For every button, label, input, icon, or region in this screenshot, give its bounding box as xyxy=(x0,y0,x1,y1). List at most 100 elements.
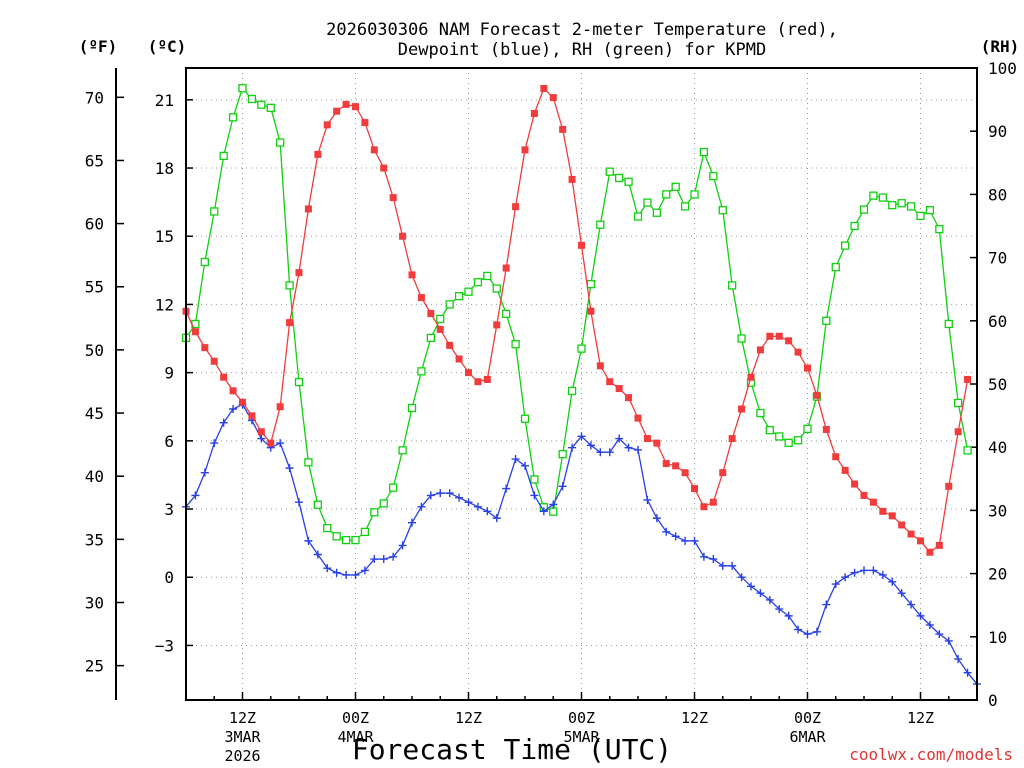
temperature-point xyxy=(521,146,529,154)
dewpoint-point xyxy=(662,527,671,536)
dewpoint-point xyxy=(342,570,351,579)
temperature-point xyxy=(851,480,859,488)
temperature-point xyxy=(756,346,764,354)
dewpoint-point xyxy=(389,552,398,561)
rh-point xyxy=(407,403,417,413)
rh-point xyxy=(728,281,737,290)
celsius-tick-label: 18 xyxy=(155,159,174,178)
temperature-point xyxy=(841,466,849,474)
temperature-point xyxy=(935,541,943,549)
rh-point xyxy=(756,408,765,418)
dewpoint-point xyxy=(775,605,784,614)
temperature-point xyxy=(898,521,906,529)
temperature-point xyxy=(399,232,407,240)
rh-point xyxy=(492,284,501,293)
dewpoint-point xyxy=(577,432,586,441)
dewpoint-point xyxy=(473,502,482,511)
dewpoint-point xyxy=(295,498,303,507)
time-tick-label: 12Z xyxy=(907,709,934,727)
dewpoint-point xyxy=(219,418,228,427)
rh-point xyxy=(247,94,257,104)
temperature-point xyxy=(465,369,472,377)
dewpoint-point xyxy=(549,500,558,509)
temperature-point xyxy=(888,512,896,520)
rh-point xyxy=(624,177,633,186)
dewpoint-point xyxy=(200,468,209,477)
dewpoint-point xyxy=(492,514,501,523)
temperature-point xyxy=(653,439,661,447)
temperature-point xyxy=(917,537,924,545)
time-tick-year: 2026 xyxy=(224,747,260,765)
dewpoint-point xyxy=(643,495,652,504)
temperature-point xyxy=(681,469,689,477)
temperature-point xyxy=(606,378,614,386)
time-tick-label: 00Z xyxy=(568,709,595,727)
rh-point xyxy=(219,151,228,160)
rh-point xyxy=(925,206,935,215)
rh-point xyxy=(454,292,464,301)
dewpoint-point xyxy=(605,448,614,457)
temperature-point xyxy=(926,548,934,556)
rh-tick-label: 100 xyxy=(988,59,1017,78)
temperature-point xyxy=(276,403,284,411)
fahrenheit-axis: 70 65 60 55 50 45 40 35 30 25 xyxy=(85,68,124,700)
dewpoint-point xyxy=(483,507,492,516)
dewpoint-point xyxy=(191,491,200,500)
rh-point xyxy=(360,527,370,537)
dewpoint-point xyxy=(860,566,868,575)
dewpoint-point xyxy=(850,568,859,577)
grid-lines xyxy=(186,68,977,700)
rh-point xyxy=(906,202,916,211)
temperature-point xyxy=(794,348,802,356)
time-tick-label: 12Z xyxy=(681,709,708,727)
credit-text: coolwx.com/models xyxy=(849,745,1013,764)
dewpoint-line xyxy=(185,403,978,685)
fahrenheit-tick-label: 65 xyxy=(85,151,104,170)
dewpoint-point xyxy=(765,595,774,604)
temperature-point xyxy=(295,269,303,277)
temperature-point xyxy=(596,362,604,370)
rh-point xyxy=(841,241,850,250)
dewpoint-point xyxy=(624,443,633,452)
rh-point xyxy=(577,344,586,353)
dewpoint-point xyxy=(539,507,548,516)
temperature-point xyxy=(832,453,840,461)
rh-point xyxy=(709,171,718,181)
dewpoint-point xyxy=(229,405,238,414)
temperature-point xyxy=(540,84,548,92)
time-tick-label: 12Z xyxy=(455,709,482,727)
temperature-point xyxy=(220,373,228,381)
rh-tick-label: 60 xyxy=(988,312,1007,331)
temperature-point xyxy=(229,387,237,395)
temperature-point xyxy=(446,341,454,349)
rh-point xyxy=(803,424,812,434)
rh-point xyxy=(294,377,304,387)
temperature-point xyxy=(257,428,265,436)
temperature-point xyxy=(352,103,359,111)
temperature-point xyxy=(436,325,444,333)
time-tick-label: 00Z xyxy=(342,709,369,727)
rh-line xyxy=(185,86,969,541)
dewpoint-point xyxy=(464,498,473,507)
rh-point xyxy=(502,309,511,318)
rh-tick-label: 20 xyxy=(988,565,1007,584)
temperature-point xyxy=(587,307,595,315)
rh-tick-label: 40 xyxy=(988,438,1007,457)
temperature-line xyxy=(185,87,969,554)
dewpoint-point xyxy=(558,482,567,491)
temperature-point xyxy=(813,391,821,399)
temperature-point xyxy=(474,378,482,386)
temperature-point xyxy=(869,498,877,506)
dewpoint-point xyxy=(530,491,539,500)
dewpoint-point xyxy=(417,502,426,511)
rh-point xyxy=(567,386,577,396)
dewpoint-point xyxy=(511,455,520,464)
celsius-axis-unit: (ºC) xyxy=(148,37,187,56)
rh-point xyxy=(784,438,793,447)
dewpoint-point xyxy=(615,434,624,443)
dewpoint-point xyxy=(897,589,906,598)
temperature-point xyxy=(643,435,651,443)
temperature-point xyxy=(493,321,501,329)
dewpoint-point xyxy=(784,611,793,620)
